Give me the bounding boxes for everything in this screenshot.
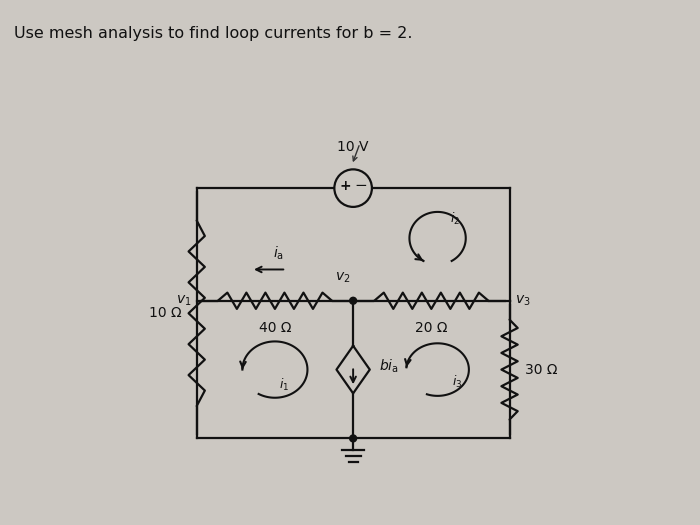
Text: 40 Ω: 40 Ω [259,321,291,335]
Circle shape [350,297,356,304]
Text: 10 V: 10 V [337,140,369,154]
Text: 30 Ω: 30 Ω [524,363,557,376]
Text: 10 Ω: 10 Ω [149,306,182,320]
Text: $bi_{\rm a}$: $bi_{\rm a}$ [379,358,399,375]
Text: $i_1$: $i_1$ [279,377,289,393]
Text: $v_2$: $v_2$ [335,271,350,285]
Text: $i_3$: $i_3$ [452,374,463,390]
Circle shape [350,435,356,442]
Text: 20 Ω: 20 Ω [415,321,447,335]
Circle shape [335,170,372,207]
Text: $i_{\rm a}$: $i_{\rm a}$ [272,245,284,262]
Text: −: − [355,178,368,193]
Text: $i_2$: $i_2$ [450,212,460,227]
Text: +: + [340,178,351,193]
Text: $v_3$: $v_3$ [514,293,530,308]
Text: $v_1$: $v_1$ [176,293,192,308]
Text: Use mesh analysis to find loop currents for b = 2.: Use mesh analysis to find loop currents … [14,26,412,41]
